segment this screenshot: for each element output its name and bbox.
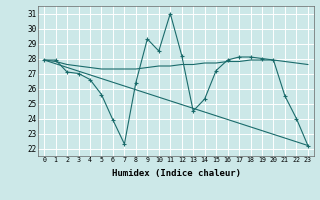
X-axis label: Humidex (Indice chaleur): Humidex (Indice chaleur) [111, 169, 241, 178]
